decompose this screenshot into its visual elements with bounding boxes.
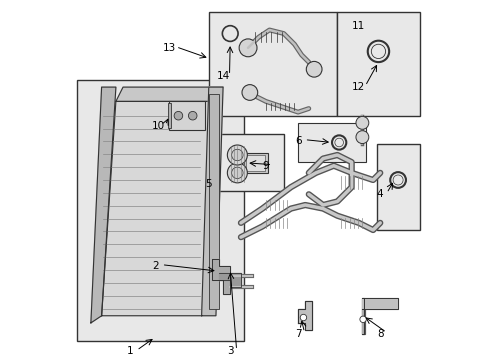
Circle shape	[239, 39, 257, 57]
Polygon shape	[298, 301, 312, 330]
Circle shape	[242, 85, 257, 100]
Circle shape	[359, 316, 366, 323]
Bar	[298, 123, 365, 162]
Bar	[208, 134, 283, 191]
Circle shape	[227, 145, 247, 165]
Polygon shape	[212, 258, 230, 294]
Polygon shape	[116, 87, 223, 102]
Text: 3: 3	[226, 346, 233, 356]
Bar	[244, 153, 267, 173]
Bar	[167, 103, 171, 128]
Text: 9: 9	[262, 161, 269, 171]
Text: 7: 7	[294, 329, 301, 339]
Polygon shape	[362, 298, 397, 309]
Circle shape	[188, 111, 197, 120]
Text: 13: 13	[163, 43, 176, 53]
Bar	[208, 94, 219, 309]
Bar	[169, 102, 205, 130]
Text: 1: 1	[126, 346, 133, 356]
Bar	[246, 155, 264, 171]
Circle shape	[355, 131, 368, 144]
Text: 14: 14	[216, 71, 229, 81]
Text: 12: 12	[351, 82, 365, 92]
Bar	[337, 12, 419, 116]
Bar	[77, 80, 244, 341]
Circle shape	[174, 111, 183, 120]
Circle shape	[305, 62, 322, 77]
Text: 6: 6	[294, 136, 301, 146]
Polygon shape	[102, 102, 216, 316]
Bar	[208, 12, 337, 116]
Polygon shape	[361, 309, 364, 334]
Circle shape	[227, 163, 247, 183]
Text: 10: 10	[152, 121, 165, 131]
Text: 11: 11	[351, 21, 365, 31]
Polygon shape	[91, 87, 116, 323]
Text: 8: 8	[376, 329, 383, 339]
Circle shape	[355, 116, 368, 129]
Text: 4: 4	[376, 189, 383, 199]
Polygon shape	[219, 273, 241, 287]
Polygon shape	[362, 298, 364, 334]
Text: 5: 5	[205, 179, 212, 189]
Bar	[376, 144, 419, 230]
Circle shape	[231, 167, 243, 179]
Text: 2: 2	[152, 261, 158, 271]
Circle shape	[231, 149, 243, 161]
Polygon shape	[201, 87, 223, 316]
Circle shape	[300, 314, 306, 321]
